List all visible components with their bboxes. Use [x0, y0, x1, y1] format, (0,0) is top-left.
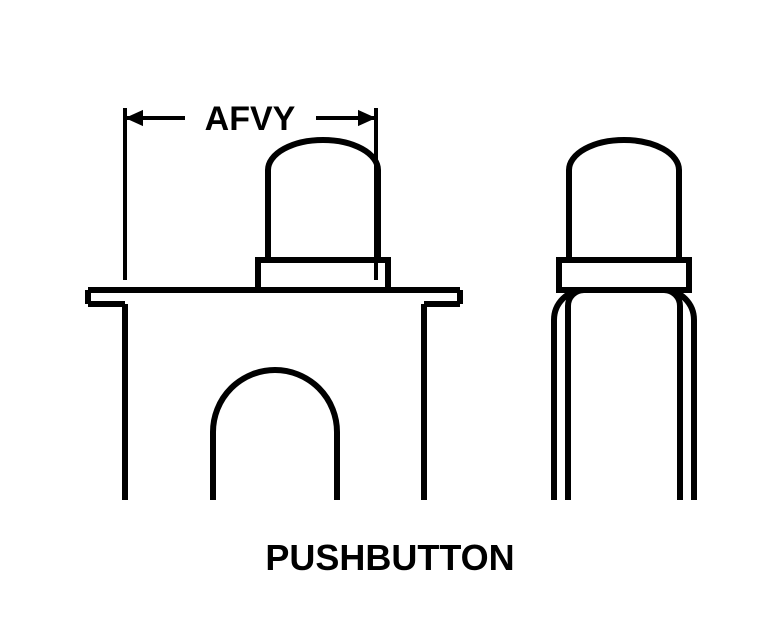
left-button-collar: [258, 260, 388, 290]
dim-arrow-left-head: [125, 110, 143, 126]
left-button-dome: [268, 140, 378, 170]
right-button-collar: [559, 260, 689, 290]
diagram-canvas: AFVY PUSHBUTTON: [0, 0, 780, 636]
right-bracket-inner: [568, 290, 680, 500]
dim-arrow-right-head: [358, 110, 376, 126]
diagram-title: PUSHBUTTON: [265, 537, 514, 578]
right-button-dome: [569, 140, 679, 170]
right-bracket-outer: [554, 290, 694, 500]
dim-label: AFVY: [205, 100, 296, 138]
